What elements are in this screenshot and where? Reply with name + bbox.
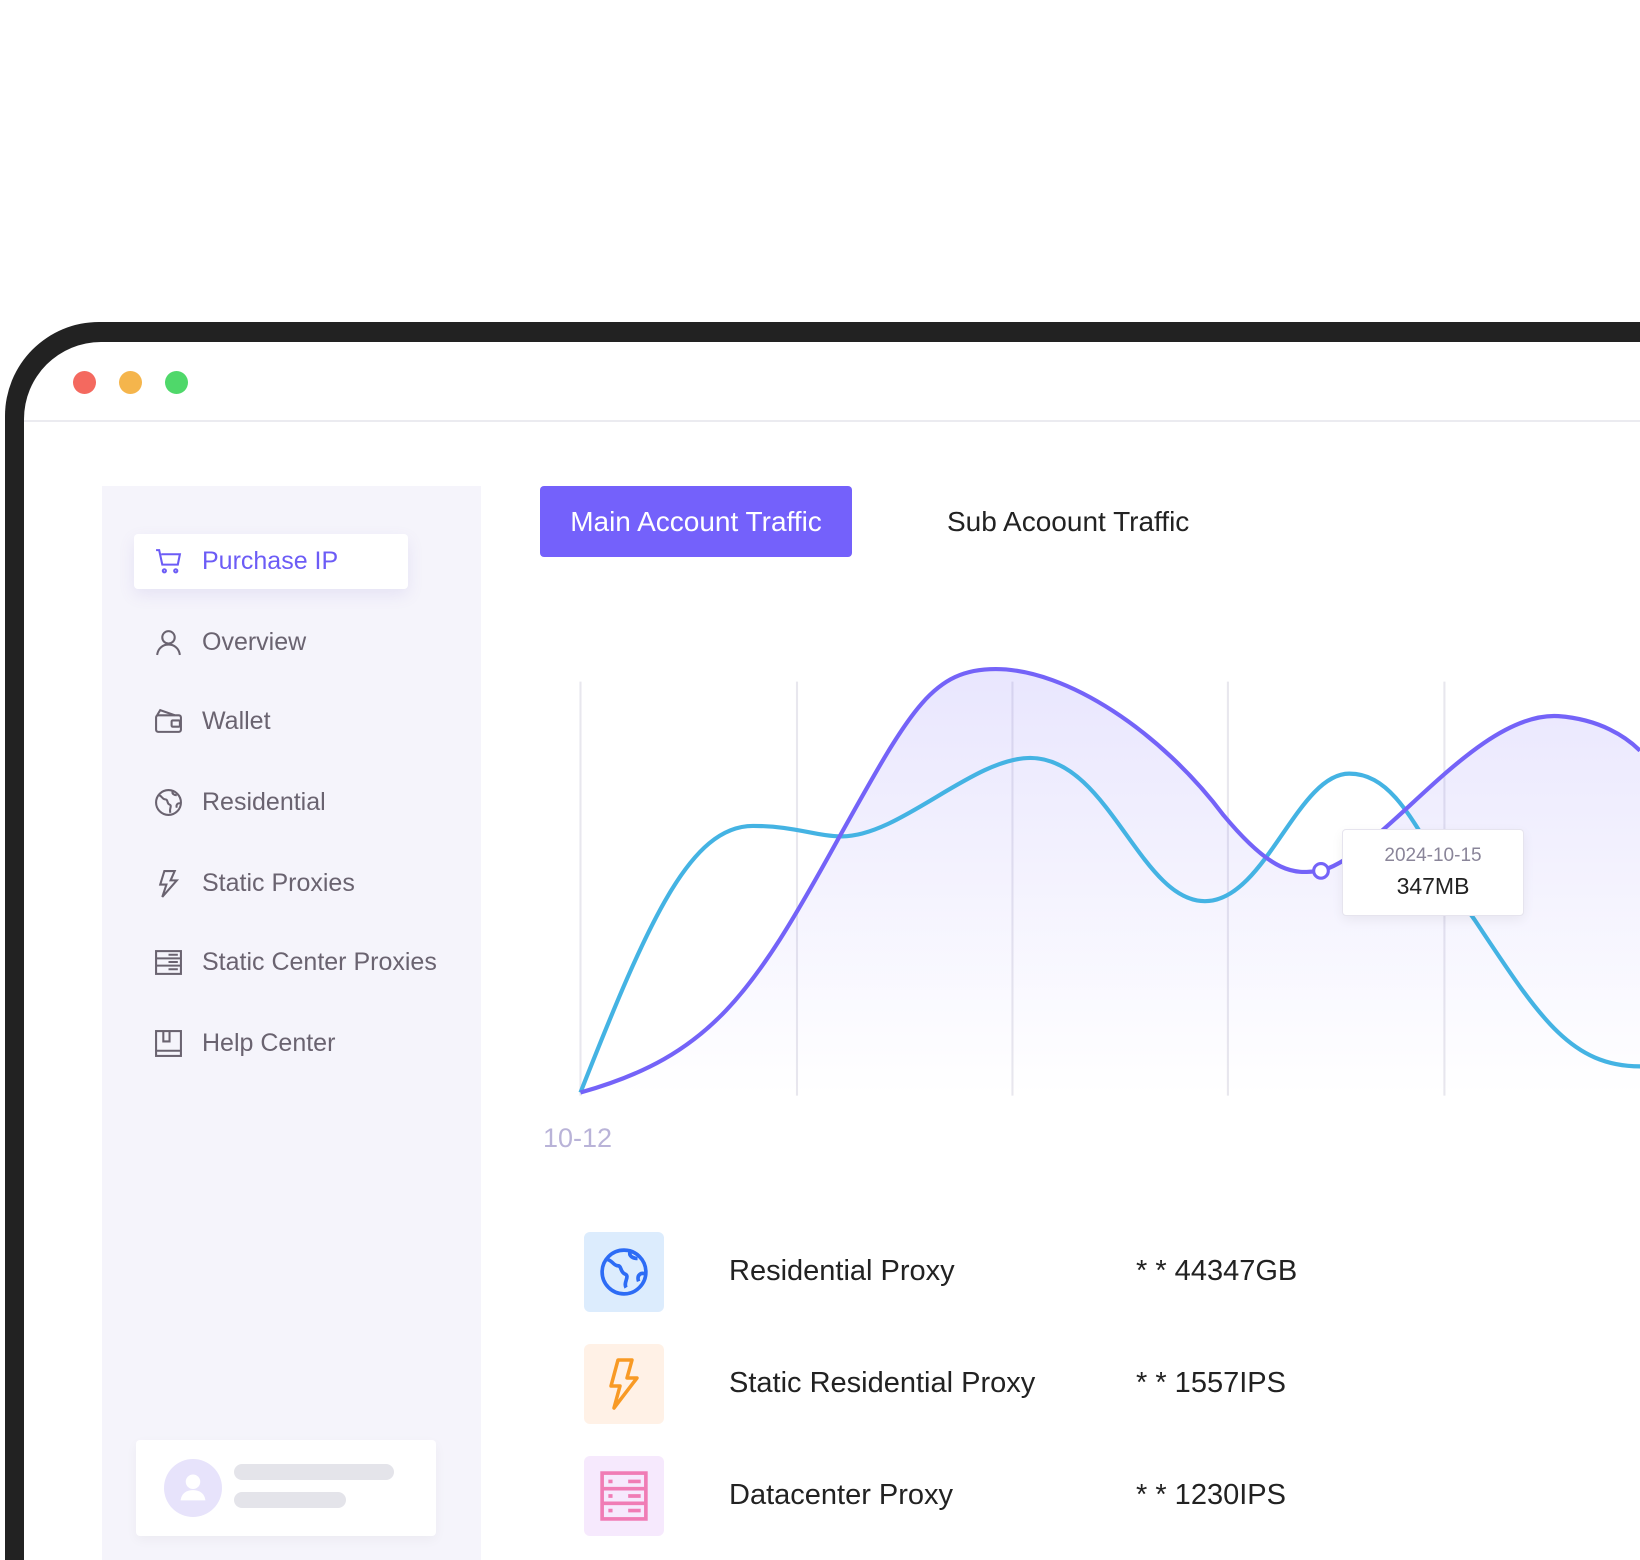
user-icon bbox=[156, 630, 181, 656]
lightning-icon bbox=[158, 870, 180, 898]
server-icon bbox=[584, 1456, 664, 1536]
sidebar-item-label: Static Center Proxies bbox=[202, 948, 437, 976]
cart-icon bbox=[156, 549, 182, 574]
product-value: * * 1557IPS bbox=[1136, 1367, 1286, 1399]
user-email-placeholder bbox=[234, 1492, 346, 1508]
product-value: * * 44347GB bbox=[1136, 1255, 1298, 1287]
sidebar-item-purchase-ip[interactable]: Purchase IP bbox=[134, 534, 408, 589]
close-window-button[interactable] bbox=[73, 371, 96, 394]
series-purple-area bbox=[580, 669, 1640, 1096]
highlighted-point bbox=[1312, 861, 1330, 880]
avatar bbox=[164, 1459, 222, 1517]
sidebar-item-label: Wallet bbox=[202, 707, 271, 735]
sidebar-item-label: Help Center bbox=[202, 1029, 336, 1057]
product-row-residential[interactable]: Residential Proxy * * 44347GB bbox=[584, 1232, 1384, 1312]
sidebar-item-static-center-proxies[interactable]: Static Center Proxies bbox=[134, 935, 437, 990]
minimize-window-button[interactable] bbox=[119, 371, 142, 394]
sidebar-item-residential[interactable]: Residential bbox=[134, 775, 408, 830]
sidebar-item-help-center[interactable]: Help Center bbox=[134, 1016, 408, 1071]
server-icon bbox=[155, 950, 182, 975]
sidebar-item-static-proxies[interactable]: Static Proxies bbox=[134, 856, 408, 911]
book-icon bbox=[155, 1030, 182, 1057]
traffic-chart bbox=[578, 666, 1640, 1096]
wallet-icon bbox=[155, 708, 182, 733]
tab-main-account-traffic[interactable]: Main Account Traffic bbox=[540, 486, 852, 557]
titlebar-divider bbox=[24, 420, 1640, 422]
sidebar bbox=[102, 486, 481, 1560]
maximize-window-button[interactable] bbox=[165, 371, 188, 394]
user-profile-card[interactable] bbox=[136, 1440, 436, 1536]
product-value: * * 1230IPS bbox=[1136, 1479, 1286, 1511]
tab-sub-account-traffic[interactable]: Sub Acoount Traffic bbox=[947, 505, 1190, 537]
sidebar-item-label: Residential bbox=[202, 788, 326, 816]
sidebar-item-label: Purchase IP bbox=[202, 547, 339, 575]
product-row-static-residential[interactable]: Static Residential Proxy * * 1557IPS bbox=[584, 1344, 1384, 1424]
globe-icon bbox=[584, 1232, 664, 1312]
x-tick-label: 10-12 bbox=[543, 1123, 613, 1153]
product-name: Datacenter Proxy bbox=[729, 1479, 954, 1511]
product-row-datacenter[interactable]: Datacenter Proxy * * 1230IPS bbox=[584, 1456, 1384, 1536]
tooltip-value: 347MB bbox=[1396, 873, 1470, 899]
tooltip-date: 2024-10-15 bbox=[1384, 845, 1482, 866]
sidebar-item-label: Static Proxies bbox=[202, 869, 355, 897]
series-purple-line bbox=[579, 666, 1640, 1095]
user-icon bbox=[180, 1474, 206, 1501]
chart-tooltip: 2024-10-15 347MB bbox=[1342, 829, 1524, 916]
user-name-placeholder bbox=[234, 1464, 394, 1480]
sidebar-item-wallet[interactable]: Wallet bbox=[134, 694, 408, 749]
product-name: Residential Proxy bbox=[729, 1255, 955, 1287]
sidebar-item-label: Overview bbox=[202, 628, 307, 656]
product-name: Static Residential Proxy bbox=[729, 1367, 1036, 1399]
sidebar-item-overview[interactable]: Overview bbox=[134, 615, 408, 670]
globe-icon bbox=[155, 789, 182, 816]
lightning-icon bbox=[584, 1344, 664, 1424]
